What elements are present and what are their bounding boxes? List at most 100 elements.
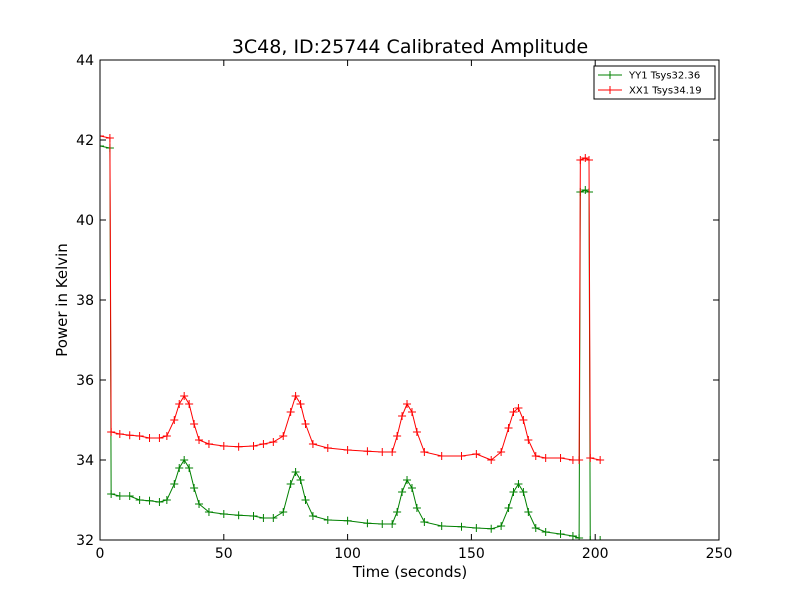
data-point [301,496,310,504]
data-point [412,504,421,512]
data-point [403,400,412,408]
data-point [378,520,387,528]
x-tick-label: 0 [96,546,105,562]
data-point [343,446,352,454]
data-point [487,456,496,464]
data-point [301,420,310,428]
data-point [259,440,268,448]
data-point [286,480,295,488]
data-point [170,480,179,488]
data-point [541,454,550,462]
data-point [437,452,446,460]
data-point [504,424,513,432]
data-point [343,516,352,525]
data-point [115,430,124,438]
series-1 [100,142,605,540]
data-point [363,519,372,528]
data-point [162,496,171,504]
data-point [420,518,429,526]
data-point [170,416,179,424]
data-point [308,512,317,520]
data-point [378,448,387,456]
data-point [437,522,446,530]
data-point [575,456,584,464]
data-point [509,408,518,416]
data-point [541,528,550,536]
data-point [195,500,204,508]
legend-entry: XX1 Tsys34.19 [598,86,702,97]
y-tick-label: 44 [76,53,94,69]
data-point [100,142,104,150]
axes: 0 50 100 150 200 250 32 34 36 38 40 42 44 [76,53,732,562]
legend: YY1 Tsys32.36 XX1 Tsys34.19 [593,65,716,100]
data-point [457,522,466,531]
data-point [185,400,194,408]
x-tick-label: 200 [582,546,609,562]
data-point [291,468,300,476]
x-tick-label: 50 [215,546,233,562]
data-point [472,524,481,532]
legend-label: YY1 Tsys32.36 [628,71,700,82]
data-point [519,416,528,424]
data-point [581,154,590,162]
data-point [586,454,595,462]
data-point [145,496,154,505]
data-point [388,448,397,456]
data-point [596,536,605,540]
y-tick-label: 40 [76,213,94,229]
series-line [100,145,601,540]
legend-entry: YY1 Tsys32.36 [598,71,700,82]
data-point [296,400,305,408]
data-point [575,534,584,540]
data-point [185,464,194,472]
data-point [115,492,124,500]
data-point [100,132,104,140]
y-tick-label: 42 [76,133,94,149]
data-point [398,412,407,420]
data-point [190,484,199,492]
data-point [175,464,184,472]
data-point [190,420,199,428]
data-point [497,448,506,456]
data-point [234,511,243,520]
y-tick-label: 38 [76,293,94,309]
data-point [125,431,134,440]
data-point [398,488,407,496]
data-point [363,447,372,456]
data-point [531,524,540,532]
data-point [195,436,204,444]
data-point [556,530,565,538]
data-point [509,488,518,496]
y-axis-title: Power in Kelvin [53,243,71,357]
data-point [504,504,513,512]
data-point [259,514,268,522]
x-tick-label: 100 [334,546,361,562]
data-point [249,512,258,520]
data-point [524,436,533,444]
x-axis-title: Time (seconds) [352,563,468,581]
data-point [204,508,213,516]
data-point [576,156,585,164]
data-point [514,404,523,412]
data-point [107,428,116,436]
data-point [155,434,164,442]
data-point [531,452,540,460]
data-point [412,428,421,436]
series-line [100,135,601,461]
data-point [323,516,332,524]
data-point [487,524,496,533]
data-point [407,484,416,492]
data-point [407,408,416,416]
data-point [249,442,258,450]
data-point [514,480,523,488]
data-point [472,450,481,458]
data-point [519,488,528,496]
legend-box [593,65,716,100]
data-point [279,508,288,516]
data-point [125,492,134,500]
data-point [219,442,228,450]
data-point [323,444,332,452]
data-point [457,452,466,460]
data-point [393,432,402,440]
